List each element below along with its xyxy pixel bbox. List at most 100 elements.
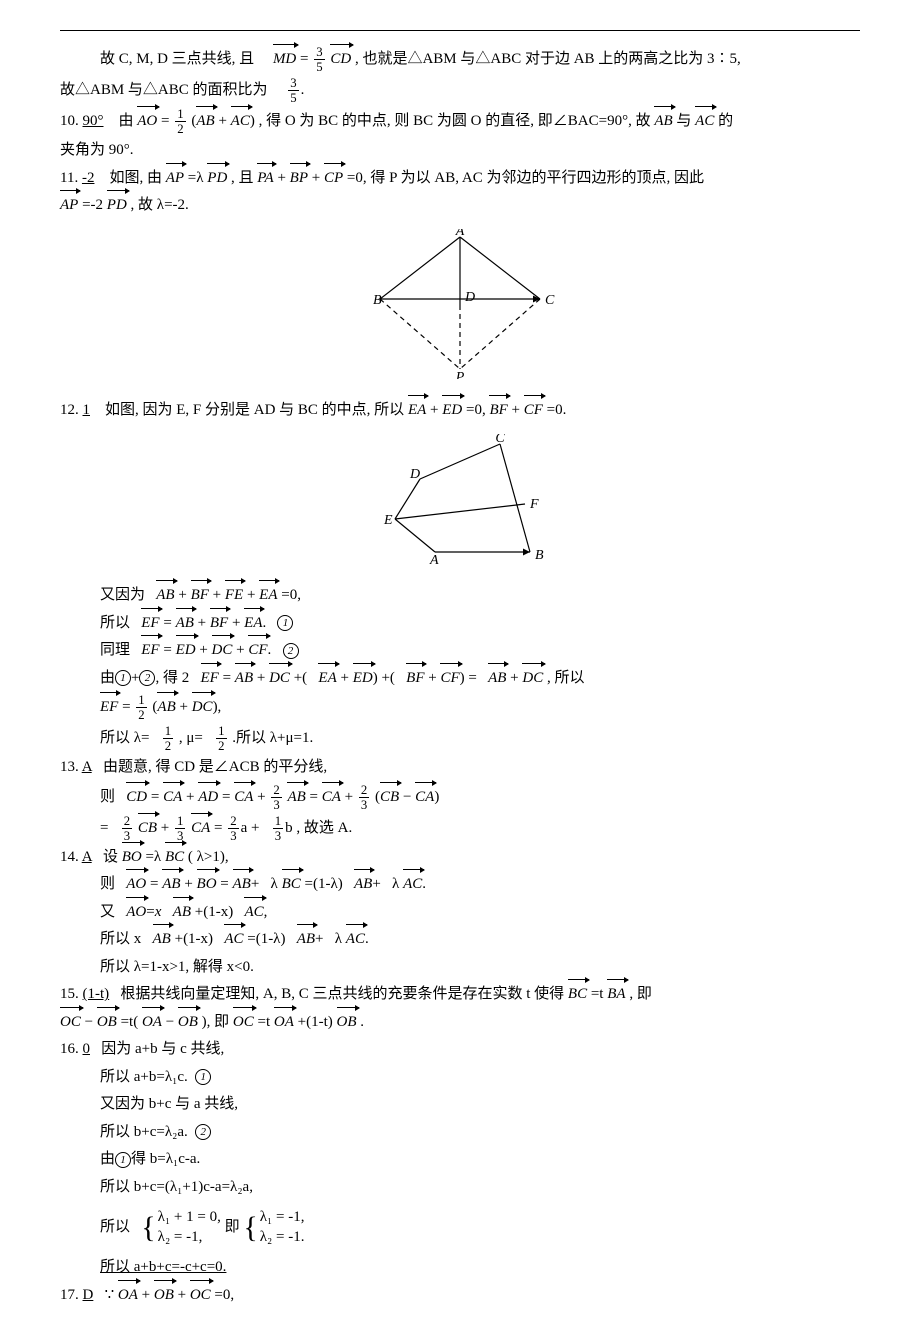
frac: 23	[271, 783, 281, 812]
p12-l4: 由1+2, 得 2 EF = AB + DC +( EA + ED) +( BF…	[60, 666, 860, 692]
vec: BO	[122, 845, 142, 871]
frac: 23	[228, 814, 238, 843]
text: , 得 2	[155, 670, 189, 686]
p14-l2: 又 AO=x AB +(1-x) AC,	[60, 900, 860, 926]
vec: AC	[224, 927, 243, 953]
p16-l7: 所以 a+b+c=-c+c=0.	[60, 1255, 860, 1281]
text: .	[360, 1014, 364, 1030]
text: 即	[225, 1219, 240, 1235]
p12-l1: 又因为 AB + BF + FE + EA =0,	[60, 583, 860, 609]
vec: ED	[353, 666, 373, 692]
vec-PD: PD	[207, 166, 227, 192]
text: 由	[119, 113, 134, 129]
text: 设	[103, 849, 118, 865]
num: 10.	[60, 113, 79, 129]
p14-l3: 所以 x AB +(1-x) AC =(1-λ) AB+ λ AC.	[60, 927, 860, 953]
vec: BF	[489, 398, 507, 424]
vec-CD: CD	[330, 47, 351, 73]
text: +	[142, 1287, 150, 1303]
vec: AD	[198, 785, 218, 811]
vec: AB	[176, 611, 194, 637]
text: , 所以	[547, 670, 585, 686]
p9-line2: 故△ABM 与△ABC 的面积比为 35.	[60, 76, 860, 105]
vec: ED	[176, 638, 196, 664]
svg-text:D: D	[464, 290, 475, 305]
answer: 0	[83, 1041, 91, 1057]
text: , 也就是△ABM 与△ABC 对于边 AB 上的两高之比为 3∶5,	[355, 51, 741, 67]
p9-line1: 故 C, M, D 三点共线, 且 MD = 35 CD , 也就是△ABM 与…	[60, 45, 860, 74]
text: =0,	[281, 587, 301, 603]
brace: λ₁ = -1,λ₂ = -1.	[243, 1202, 304, 1253]
vec-MD: MD	[273, 47, 296, 73]
text: 如图, 因为 E, F 分别是 AD 与 BC 的中点, 所以	[105, 402, 404, 418]
text: 得 b=λ₁c-a.	[131, 1151, 200, 1167]
answer: 90°	[83, 113, 104, 129]
p14-l4: 所以 λ=1-x>1, 解得 x<0.	[60, 955, 860, 981]
vec: AC	[244, 900, 263, 926]
num: 12.	[60, 402, 79, 418]
brace: λ₁ + 1 = 0,λ₂ = -1,	[141, 1202, 221, 1253]
vec: AB	[235, 666, 253, 692]
answer: -2	[82, 170, 95, 186]
text: x	[155, 904, 162, 920]
text: ( λ>1),	[188, 849, 229, 865]
text: =t	[258, 1014, 271, 1030]
text: 所以 λ=	[100, 730, 149, 746]
text: 与	[676, 113, 691, 129]
frac: 23	[122, 814, 132, 843]
vec: DC	[522, 666, 543, 692]
vec: DC	[212, 638, 233, 664]
text: (1-x)	[183, 931, 213, 947]
circ-2: 2	[283, 643, 299, 659]
vec: AC	[403, 872, 422, 898]
svg-text:C: C	[545, 293, 555, 308]
vec: BC	[282, 872, 301, 898]
label: 则	[100, 789, 115, 805]
p12-l6: 所以 λ= 12 , μ= 12 .所以 λ+μ=1.	[60, 724, 860, 753]
vec: AB	[287, 785, 305, 811]
vec: EA	[408, 398, 426, 424]
vec: OB	[178, 1010, 198, 1036]
text: 根据共线向量定理知, A, B, C 三点共线的充要条件是存在实数 t 使得	[120, 986, 564, 1002]
p15: 15. (1-t) 根据共线向量定理知, A, B, C 三点共线的充要条件是存…	[60, 982, 860, 1008]
text: 由	[100, 670, 115, 686]
svg-text:A: A	[455, 229, 465, 239]
vec-CP: CP	[324, 166, 343, 192]
text: +	[430, 402, 438, 418]
text: +	[251, 820, 259, 836]
p12-l5: EF = 12 (AB + DC),	[60, 693, 860, 722]
vec: AB	[162, 872, 180, 898]
text: =(1-λ)	[247, 931, 285, 947]
text: 因为 a+b 与 c 共线,	[101, 1041, 224, 1057]
text: +	[277, 170, 285, 186]
vec: CF	[524, 398, 543, 424]
text: =	[214, 820, 222, 836]
svg-text:F: F	[529, 497, 539, 512]
text: +	[161, 820, 169, 836]
p16-l1: 所以 a+b=λ₁c. 1	[60, 1065, 860, 1091]
vec: CA	[191, 816, 210, 842]
vec: CB	[138, 816, 157, 842]
p13-l1: 则 CD = CA + AD = CA + 23 AB = CA + 23 (C…	[60, 783, 860, 812]
vec-AO: AO	[137, 109, 157, 135]
text: (1-λ)	[313, 876, 343, 892]
text: (1-x)	[203, 904, 233, 920]
svg-text:B: B	[535, 548, 544, 563]
vec: AO	[126, 900, 146, 926]
label: 所以 x	[100, 931, 141, 947]
vec: OA	[142, 1010, 162, 1036]
text: λ	[392, 876, 399, 892]
vec: OC	[190, 1283, 211, 1309]
svg-text:P: P	[455, 370, 465, 379]
text: ), 即	[202, 1014, 230, 1030]
vec: OC	[233, 1010, 254, 1036]
text: +	[512, 402, 520, 418]
label: 又	[100, 904, 115, 920]
vec: CB	[380, 785, 399, 811]
figure-2: C D F E A B	[60, 434, 860, 574]
text: , 即	[629, 986, 652, 1002]
vec: CD	[126, 785, 147, 811]
p17: 17. D ∵ OA + OB + OC =0,	[60, 1283, 860, 1309]
text: =-2	[82, 197, 103, 213]
label: 所以	[100, 615, 130, 631]
